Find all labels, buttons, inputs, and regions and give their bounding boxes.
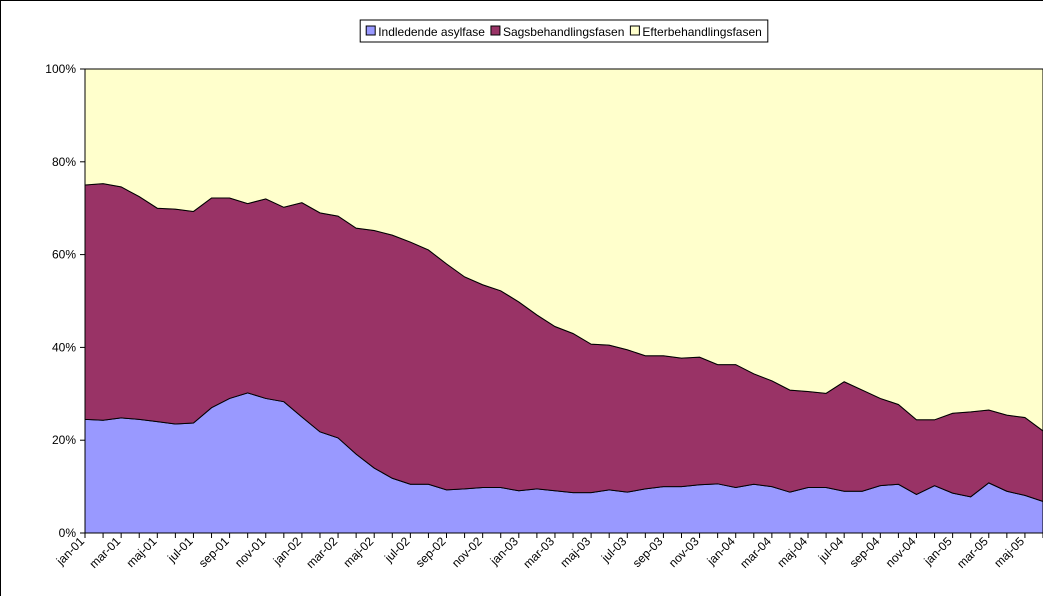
y-tick-label: 80%	[52, 155, 76, 169]
legend-swatch	[490, 25, 501, 36]
y-tick-label: 60%	[52, 248, 76, 262]
legend-label: Sagsbehandlingsfasen	[503, 25, 624, 39]
y-tick-label: 0%	[59, 526, 77, 540]
area	[84, 68, 1043, 432]
y-tick-label: 100%	[45, 62, 76, 76]
legend-label: Efterbehandlingsfasen	[642, 25, 761, 39]
legend: Indledende asylfase Sagsbehandlingsfasen E…	[359, 19, 769, 43]
y-tick-label: 20%	[52, 433, 76, 447]
legend-box	[359, 19, 769, 43]
plot-area: 0%20%40%60%80%100%jan-01 mar-01 maj-01 jul-…	[45, 62, 1043, 571]
y-tick-label: 40%	[52, 340, 76, 354]
legend-swatch	[365, 25, 376, 36]
legend-swatch	[629, 25, 640, 36]
legend-label: Indledende asylfase	[378, 25, 485, 39]
